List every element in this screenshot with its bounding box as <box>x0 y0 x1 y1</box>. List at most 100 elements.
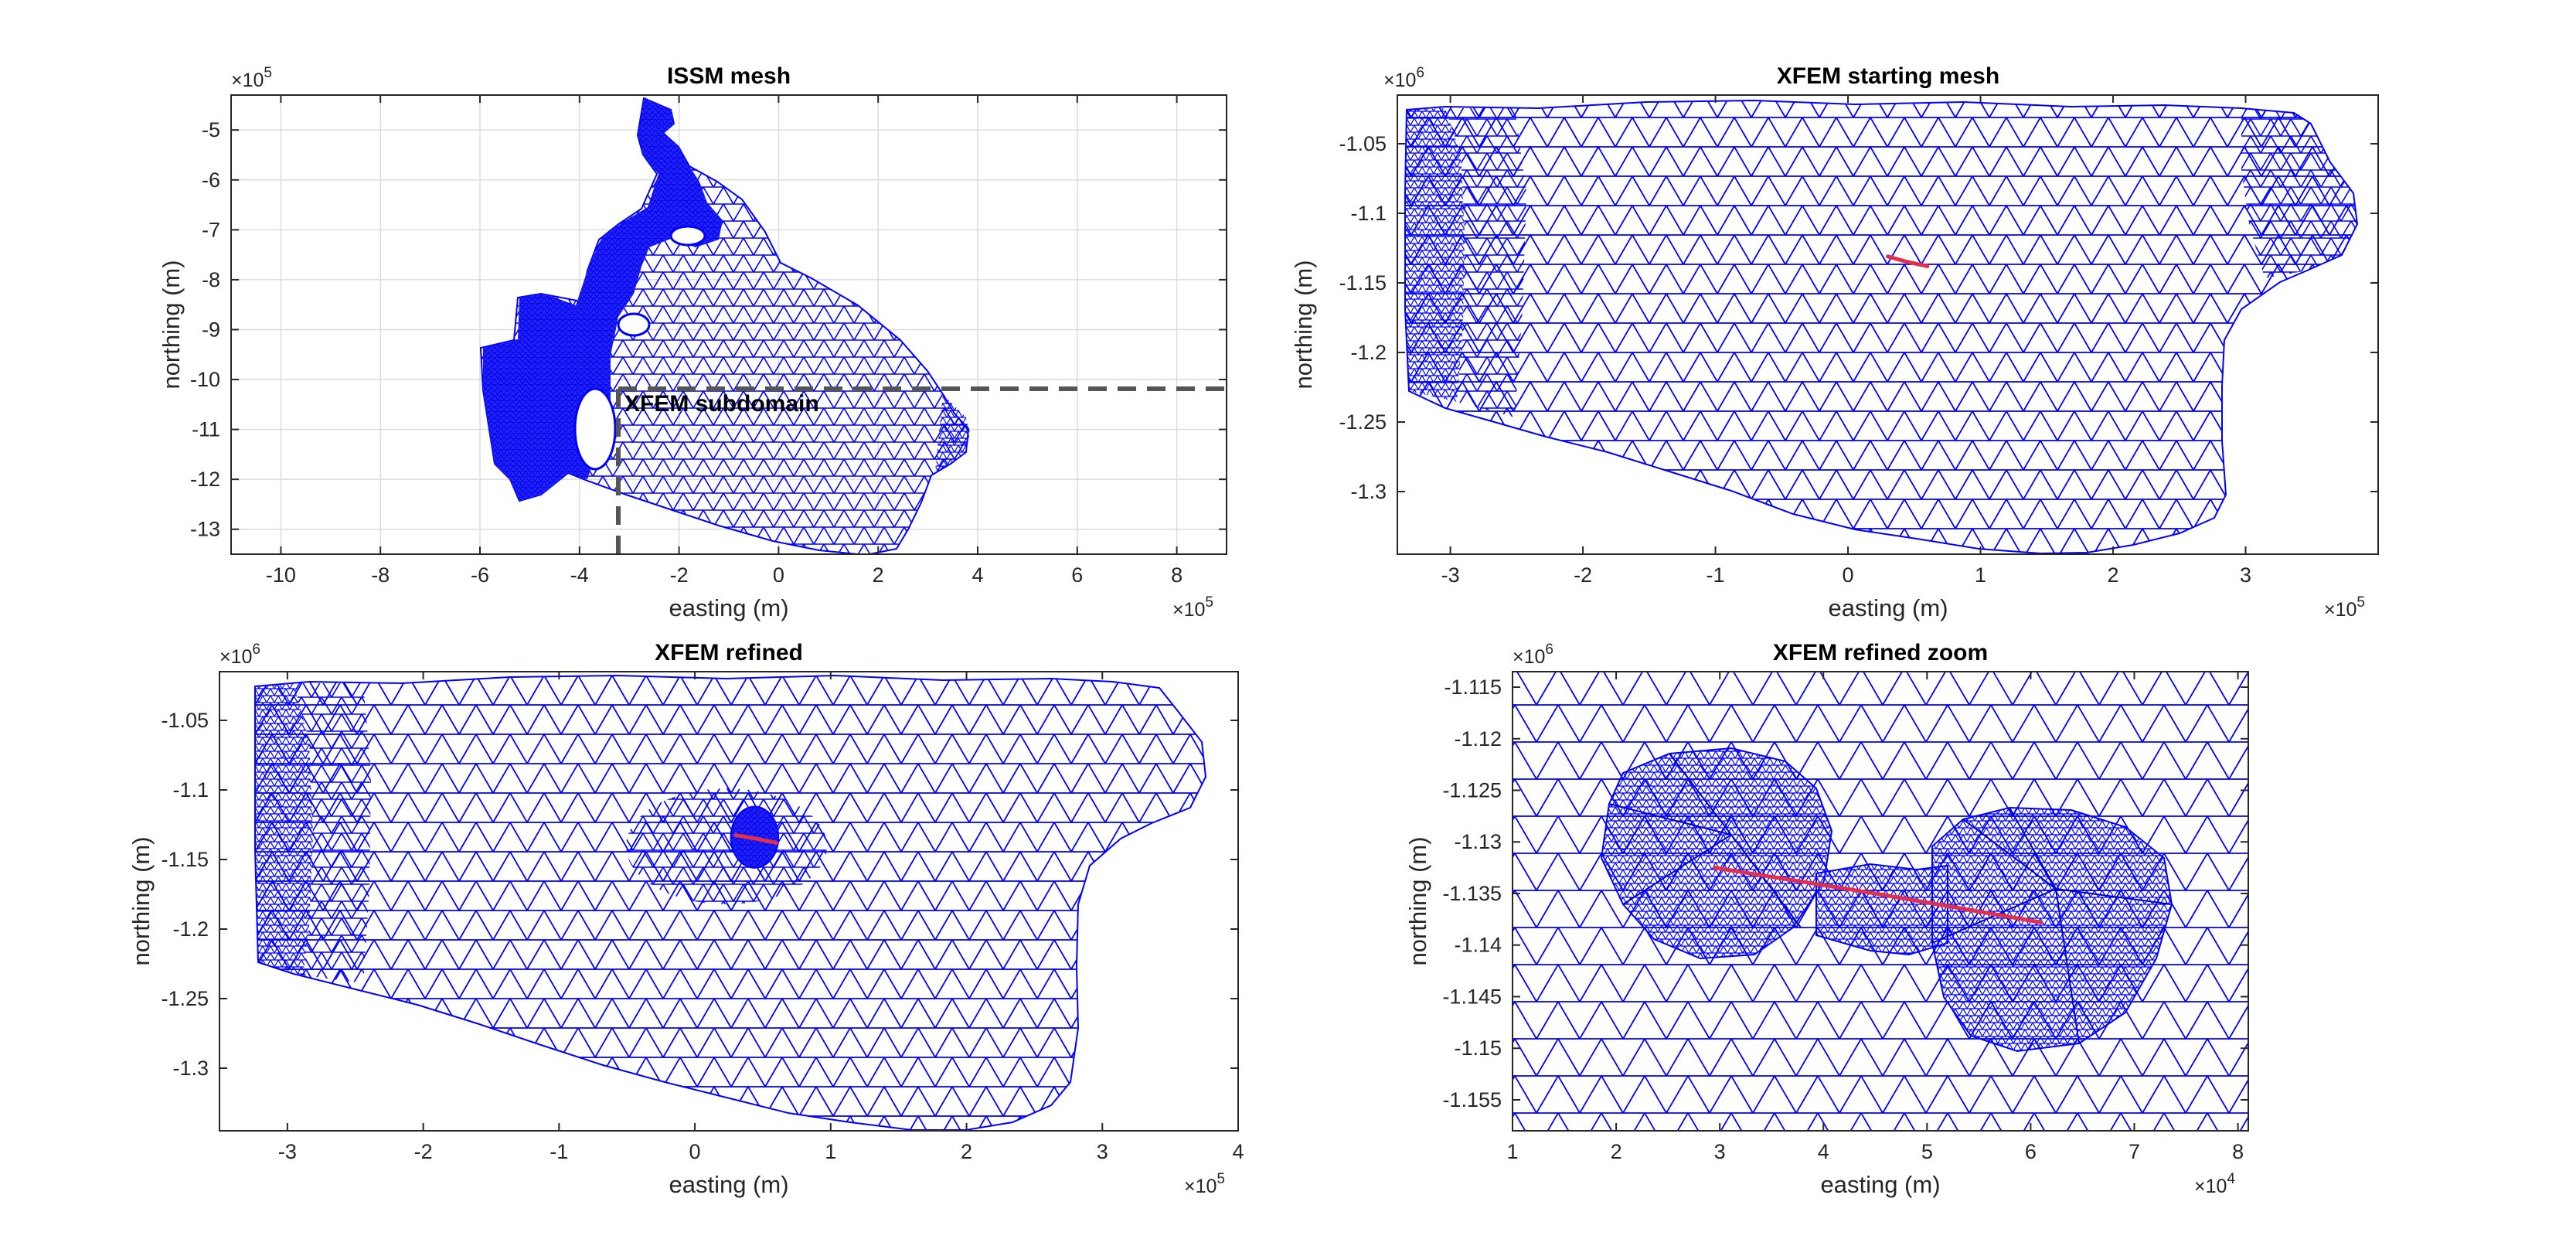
crack-line <box>1712 866 2043 924</box>
x-tick-label: 5 <box>1921 1140 1933 1163</box>
y-tick-label: -1.1 <box>1350 202 1387 225</box>
mesh-medium-front-c <box>294 683 371 983</box>
x-tick-label: -3 <box>278 1140 297 1163</box>
mesh-dense-front-c <box>255 683 313 975</box>
x-tick-label: -2 <box>414 1140 433 1163</box>
y-tick-label: -1.25 <box>1339 410 1387 434</box>
mesh-issm <box>479 97 1227 554</box>
y-tick-label: -1.145 <box>1442 985 1502 1008</box>
mesh-dense-west <box>483 98 723 501</box>
y-tick-label: -1.3 <box>172 1057 209 1080</box>
x-tick-label: 6 <box>1071 563 1083 587</box>
mesh-hole-3 <box>669 225 706 247</box>
y-tick-label: -1.12 <box>1454 727 1502 751</box>
x-tick-label: 3 <box>1714 1140 1726 1163</box>
x-tick-label: 6 <box>2025 1140 2037 1163</box>
x-tick-label: 7 <box>2129 1140 2140 1163</box>
ticks-c: -3 -2 -1 0 1 2 3 4 -1.05 -1.1 -1.15 -1.2 -1.25 -1.3 <box>161 672 1244 1163</box>
y-tick-label: -1.155 <box>1442 1088 1502 1111</box>
axes-box-b <box>1397 94 2379 555</box>
crack-line <box>733 833 779 845</box>
y-tick-label: -7 <box>202 218 220 241</box>
mesh-refined-bridge <box>1815 863 1948 956</box>
xlabel-d: easting (m) <box>1820 1171 1940 1198</box>
x-tick-label: -2 <box>670 563 689 587</box>
y-tick-label: -1.125 <box>1442 779 1502 802</box>
y-tick-label: -5 <box>202 118 220 141</box>
mesh-hole-2 <box>617 312 651 337</box>
y-tick-label: -1.13 <box>1454 830 1502 853</box>
y-tick-label: -1.15 <box>1339 271 1387 294</box>
y-tick-label: -1.2 <box>172 917 209 941</box>
y-multiplier-b: ×106 <box>1383 65 1424 91</box>
x-tick-label: 0 <box>773 563 784 587</box>
x-tick-label: -2 <box>1574 563 1592 587</box>
x-tick-label: -1 <box>550 1140 568 1163</box>
y-tick-label: -1.3 <box>1350 480 1387 503</box>
x-tick-label: 2 <box>873 563 884 587</box>
x-tick-label: 4 <box>1232 1140 1244 1163</box>
y-tick-label: -8 <box>202 268 220 291</box>
x-tick-label: 2 <box>2108 563 2119 587</box>
x-tick-label: 8 <box>2232 1140 2244 1163</box>
y-tick-label: -1.15 <box>1454 1036 1502 1060</box>
panel-xfem-refined: -3 -2 -1 0 1 2 3 4 -1.05 -1.1 -1.15 -1.2 -1.25 -1.3 X… <box>128 640 1244 1198</box>
x-multiplier-c: ×105 <box>1184 1171 1225 1197</box>
mesh-hole-1 <box>573 387 617 471</box>
x-tick-label: -8 <box>371 563 390 587</box>
mesh-xfem-start <box>1404 99 2359 554</box>
y-tick-label: -10 <box>190 368 220 391</box>
y-multiplier-a: ×105 <box>231 65 272 91</box>
x-tick-label: -4 <box>570 563 589 587</box>
y-tick-label: -1.05 <box>161 709 209 732</box>
y-tick-label: -1.115 <box>1444 676 1502 699</box>
ticks-a: -10 -8 -6 -4 -2 0 2 4 6 8 -5 -6 -7 -8 -9 -10 -11 -12 -13 <box>190 95 1227 587</box>
x-tick-label: 1 <box>1975 563 1986 587</box>
y-tick-label: -12 <box>190 468 220 491</box>
x-tick-label: 8 <box>1171 563 1183 587</box>
x-tick-label: 0 <box>1843 563 1854 587</box>
x-tick-label: -6 <box>471 563 489 587</box>
x-tick-label: 2 <box>961 1140 972 1163</box>
xlabel-a: easting (m) <box>669 594 788 621</box>
xlabel-c: easting (m) <box>669 1171 788 1198</box>
title-b: XFEM starting mesh <box>1777 63 1999 89</box>
ylabel-a: northing (m) <box>158 260 185 389</box>
y-tick-label: -13 <box>190 518 220 541</box>
mesh-region-start <box>1404 99 2359 554</box>
x-tick-label: 0 <box>689 1140 701 1163</box>
x-multiplier-b: ×105 <box>2324 594 2365 621</box>
x-tick-label: 4 <box>972 563 983 587</box>
title-d: XFEM refined zoom <box>1773 640 1988 665</box>
x-tick-label: -10 <box>266 563 296 587</box>
crack-d <box>1712 866 2043 924</box>
y-multiplier-d: ×106 <box>1513 642 1553 668</box>
panel-xfem-starting-mesh: -3 -2 -1 0 1 2 3 -1.05 -1.1 -1.15 -1.2 -1.25 -1.3 XF… <box>1290 63 2379 621</box>
x-tick-label: 1 <box>825 1140 836 1163</box>
mesh-xfem-zoom <box>1513 672 2248 1131</box>
crack-c <box>733 833 779 845</box>
x-tick-label: 3 <box>1097 1140 1108 1163</box>
subdomain-annotation: XFEM subdomain <box>624 391 819 417</box>
ylabel-c: northing (m) <box>128 836 155 965</box>
panel-issm-mesh: XFEM subdomain -10 -8 -6 -4 -2 0 2 4 6 8 -5 -6 -7 -8 -… <box>158 63 1227 621</box>
panel-xfem-refined-zoom: 1 2 3 4 5 6 7 8 -1.115 -1.12 -1.125 -1.13 -1.135 -1.1… <box>1404 640 2249 1198</box>
y-tick-label: -1.1 <box>172 778 209 802</box>
ylabel-b: northing (m) <box>1290 260 1317 389</box>
mesh-refined-blob-right <box>1931 806 2173 1053</box>
x-multiplier-d: ×104 <box>2194 1171 2235 1197</box>
ylabel-d: northing (m) <box>1404 836 1431 965</box>
axes-box-a <box>230 94 1227 555</box>
crack-line <box>1886 254 1930 268</box>
xlabel-b: easting (m) <box>1828 594 1948 621</box>
title-c: XFEM refined <box>655 640 803 665</box>
y-tick-label: -6 <box>202 168 220 192</box>
y-tick-label: -1.2 <box>1350 341 1387 364</box>
x-tick-label: 1 <box>1506 1140 1518 1163</box>
mesh-xfem-refined <box>254 674 1207 1131</box>
y-tick-label: -9 <box>202 318 220 341</box>
mesh-dense-front <box>1405 108 1465 402</box>
crack-b <box>1886 254 1930 268</box>
y-tick-label: -1.25 <box>161 987 209 1010</box>
